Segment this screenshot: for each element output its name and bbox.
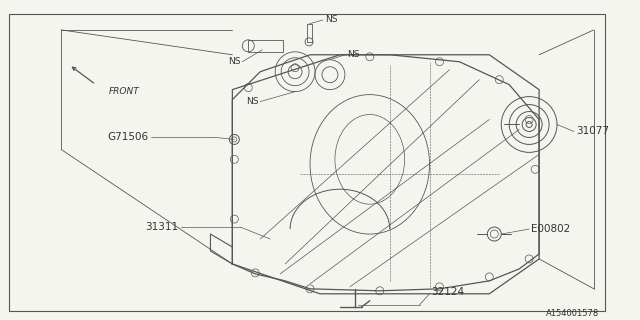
Text: A154001578: A154001578	[546, 309, 599, 318]
Text: NS: NS	[325, 15, 337, 24]
Bar	[248, 40, 283, 52]
Text: NS: NS	[228, 57, 241, 66]
Text: NS: NS	[246, 97, 259, 106]
Text: NS: NS	[347, 50, 360, 59]
Bar	[307, 24, 312, 42]
Text: FRONT: FRONT	[109, 87, 140, 96]
Text: E00802: E00802	[531, 224, 570, 234]
Text: 31077: 31077	[576, 126, 609, 136]
Text: G71506: G71506	[108, 132, 148, 142]
Text: 31311: 31311	[145, 222, 179, 232]
Text: 32124: 32124	[431, 287, 465, 297]
